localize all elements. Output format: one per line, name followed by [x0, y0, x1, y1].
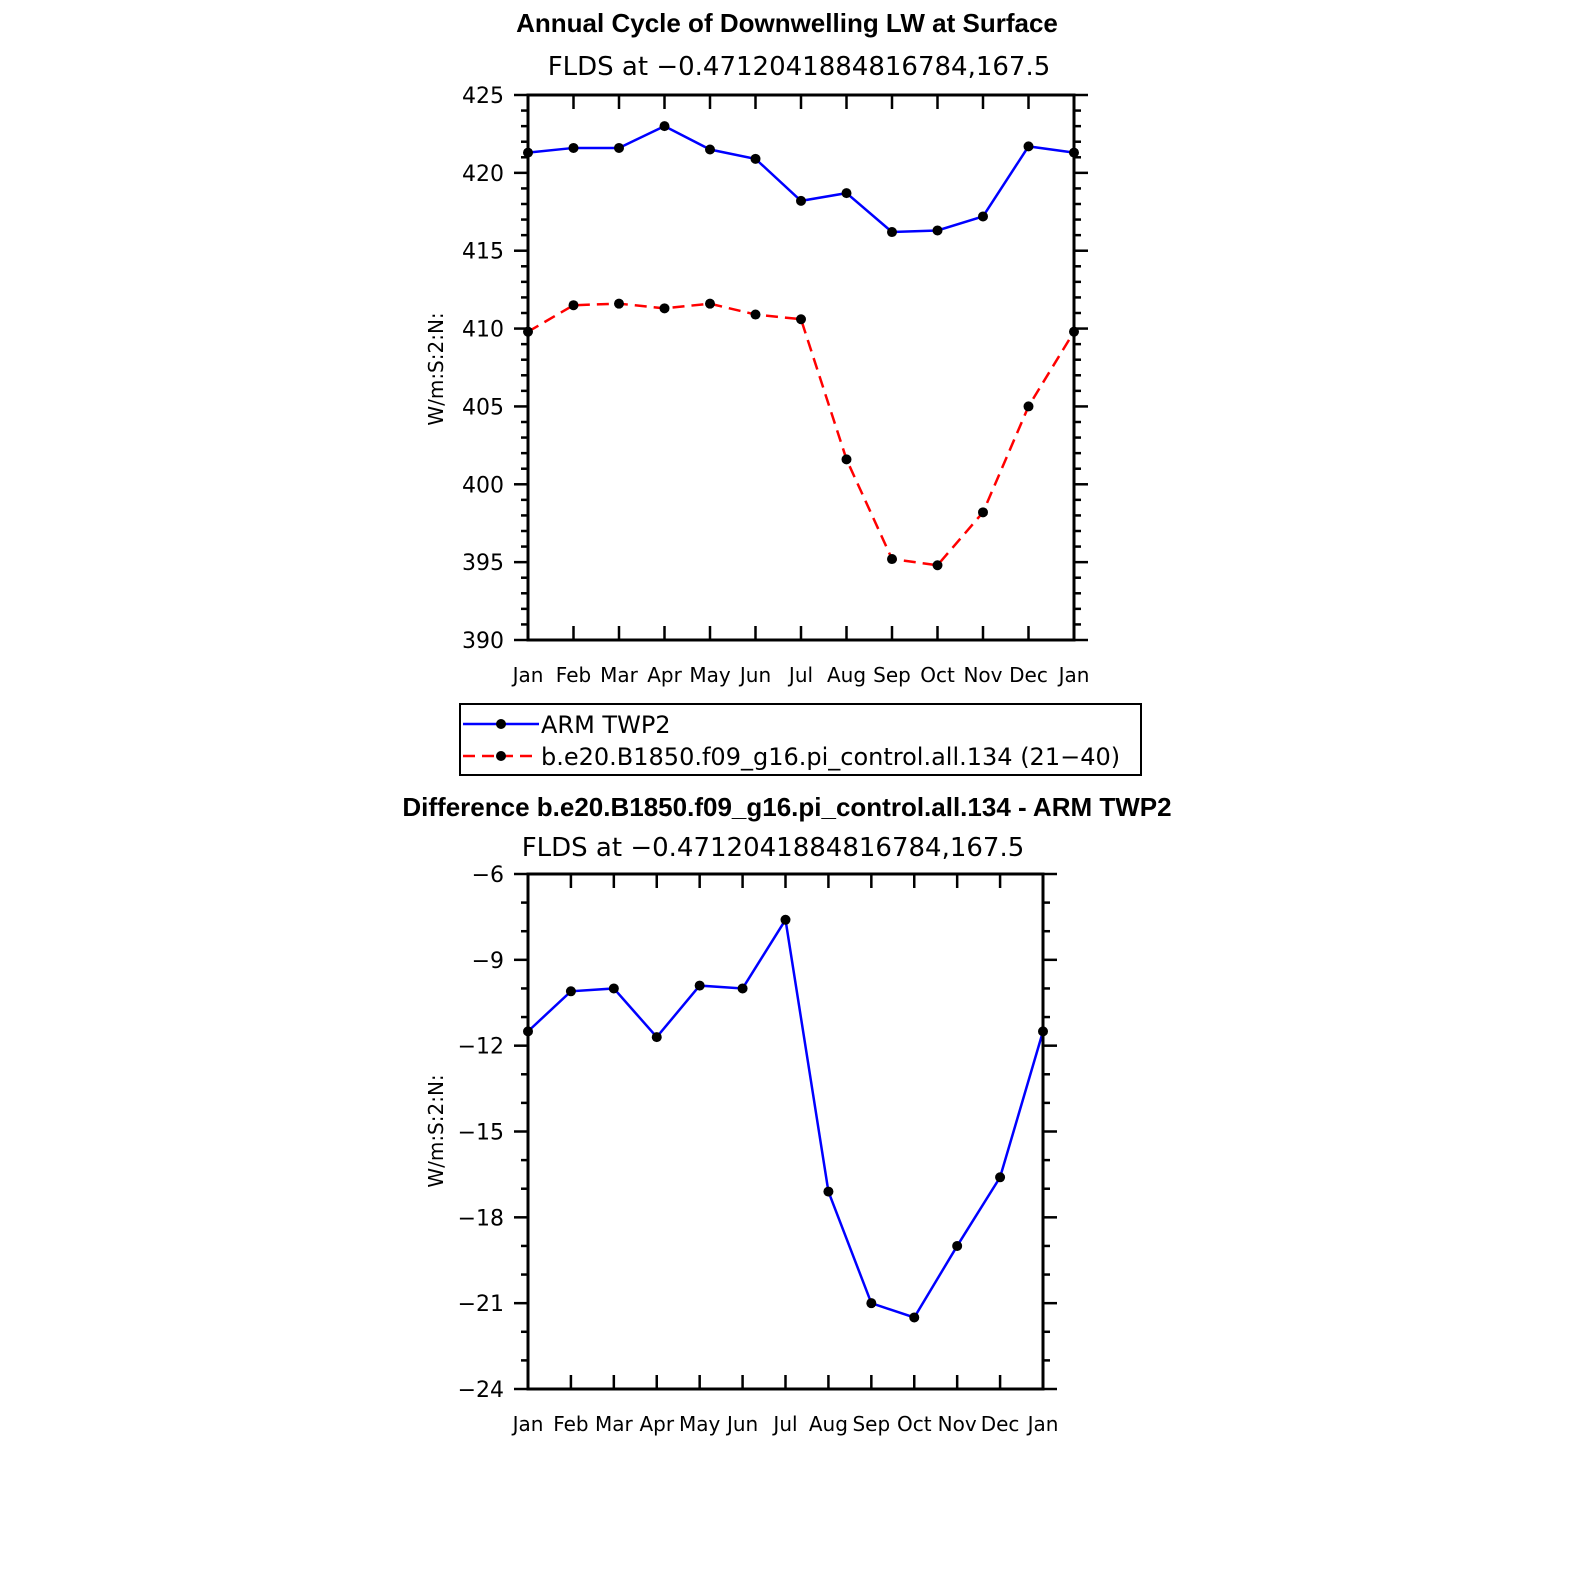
- data-point: [651, 1032, 662, 1043]
- y-tick-label: 425: [462, 84, 504, 109]
- x-tick-label: Mar: [595, 1412, 634, 1436]
- legend-label-1: b.e20.B1850.f09_g16.pi_control.all.134 (…: [541, 743, 1120, 771]
- data-point: [932, 560, 943, 571]
- y-tick-label: 395: [462, 551, 504, 576]
- data-point: [978, 211, 988, 222]
- x-tick-label: Jan: [511, 663, 544, 687]
- x-tick-label: Mar: [600, 663, 639, 687]
- chart2-series: [523, 914, 1048, 1323]
- series-line-0: [527, 916, 1045, 1319]
- y-tick-label: 400: [462, 473, 504, 498]
- chart1-series: [523, 121, 1079, 571]
- x-tick-label: Sep: [852, 1412, 890, 1436]
- data-point: [841, 454, 852, 465]
- chart2: FLDS at −0.4712041884816784,167.5 W/m:S:…: [424, 833, 1058, 1436]
- data-point: [841, 188, 852, 199]
- data-point: [750, 153, 761, 164]
- x-tick-label: Jan: [1026, 1412, 1059, 1436]
- series-line-0: [527, 124, 1075, 234]
- chart2-subtitle: FLDS at −0.4712041884816784,167.5: [522, 833, 1025, 863]
- data-point: [705, 144, 715, 155]
- data-point: [952, 1240, 963, 1251]
- legend-box: [459, 703, 1142, 776]
- chart1-y-axis-label: W/m:S:2:N:: [424, 312, 448, 425]
- y-tick-label: −21: [458, 1292, 504, 1317]
- x-tick-label: Oct: [920, 663, 955, 687]
- data-point: [887, 227, 897, 238]
- data-point: [565, 986, 576, 997]
- data-point: [780, 914, 791, 925]
- legend-marker: [496, 751, 506, 761]
- x-tick-label: Jun: [725, 1412, 758, 1436]
- chart1-title: Annual Cycle of Downwelling LW at Surfac…: [516, 8, 1058, 38]
- data-point: [750, 309, 761, 320]
- x-tick-label: May: [679, 1412, 721, 1436]
- x-tick-label: Jun: [738, 663, 771, 687]
- y-tick-label: −9: [472, 949, 504, 974]
- y-tick-label: 410: [462, 318, 504, 343]
- y-tick-label: 420: [462, 162, 504, 187]
- x-tick-label: Jul: [787, 663, 813, 687]
- x-tick-label: Sep: [873, 663, 911, 687]
- data-point: [737, 983, 748, 994]
- x-tick-label: Nov: [938, 1412, 977, 1436]
- data-point: [932, 225, 943, 236]
- chart2-y-axis-label: W/m:S:2:N:: [424, 1074, 448, 1187]
- x-tick-label: Dec: [1009, 663, 1048, 687]
- x-tick-label: Nov: [963, 663, 1002, 687]
- x-tick-label: Aug: [827, 663, 866, 687]
- y-tick-label: −24: [458, 1378, 504, 1403]
- data-point: [614, 298, 624, 309]
- legend-label-0: ARM TWP2: [541, 711, 671, 739]
- data-point: [659, 121, 670, 132]
- x-tick-label: Jul: [771, 1412, 797, 1436]
- legend-marker: [496, 719, 506, 729]
- chart1-ticks: Jan Feb Mar Apr May Jun Jul Aug Sep Oct Nov Dec Jan 3…: [462, 84, 1089, 687]
- data-point: [995, 1172, 1006, 1183]
- data-point: [1023, 401, 1034, 412]
- data-point: [568, 142, 579, 153]
- chart2-title: Difference b.e20.B1850.f09_g16.pi_contro…: [402, 792, 1172, 822]
- x-tick-label: Oct: [897, 1412, 932, 1436]
- y-tick-label: −12: [458, 1035, 504, 1060]
- data-point: [659, 303, 670, 314]
- data-point: [796, 195, 806, 206]
- chart1-plot-frame: [526, 93, 1076, 642]
- chart1-subtitle: FLDS at −0.4712041884816784,167.5: [548, 52, 1051, 82]
- data-point: [887, 554, 897, 565]
- data-point: [608, 983, 619, 994]
- x-tick-label: Dec: [981, 1412, 1020, 1436]
- data-point: [978, 507, 988, 518]
- data-point: [796, 314, 806, 325]
- x-tick-label: Apr: [647, 663, 682, 687]
- data-point: [823, 1186, 834, 1197]
- chart1: FLDS at −0.4712041884816784,167.5 W/m:S:…: [424, 52, 1142, 776]
- x-tick-label: Jan: [1057, 663, 1090, 687]
- y-tick-label: 415: [462, 240, 504, 265]
- y-tick-label: −15: [458, 1121, 504, 1146]
- chart2-plot-frame: [526, 872, 1045, 1391]
- data-point: [705, 298, 715, 309]
- y-tick-label: 405: [462, 395, 504, 420]
- series-line-1: [527, 302, 1076, 567]
- x-tick-label: Aug: [809, 1412, 848, 1436]
- x-tick-label: Apr: [639, 1412, 674, 1436]
- data-point: [909, 1312, 920, 1323]
- chart1-legend: ARM TWP2 b.e20.B1850.f09_g16.pi_control.a…: [459, 703, 1142, 776]
- x-tick-label: Feb: [553, 1412, 588, 1436]
- y-tick-label: 390: [462, 629, 504, 654]
- data-point: [1023, 141, 1034, 152]
- data-point: [866, 1298, 877, 1309]
- data-point: [568, 300, 579, 311]
- data-point: [694, 980, 705, 991]
- x-tick-label: Jan: [511, 1412, 544, 1436]
- x-tick-label: Feb: [556, 663, 591, 687]
- data-point: [614, 142, 624, 153]
- x-tick-label: May: [689, 663, 731, 687]
- y-tick-label: −18: [458, 1206, 504, 1231]
- chart2-ticks: Jan Feb Mar Apr May Jun Jul Aug Sep Oct Nov Dec Jan−…: [458, 863, 1059, 1436]
- y-tick-label: −6: [472, 863, 504, 888]
